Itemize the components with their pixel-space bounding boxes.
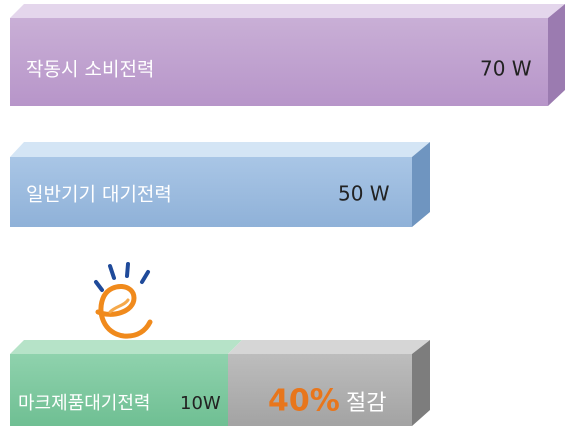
bar-label: 마크제품대기전력 — [18, 393, 150, 414]
bar-label: 일반기기 대기전력 — [26, 184, 172, 206]
bar-value: 50 W — [338, 182, 390, 206]
saving-percent: 40% — [268, 384, 340, 419]
eco-mark-icon — [94, 262, 153, 339]
bar-label: 작동시 소비전력 — [26, 59, 154, 81]
bar-value: 70 W — [480, 57, 532, 81]
bar-standby-normal: 일반기기 대기전력 50 W — [10, 142, 430, 227]
bar-standby-mark: 마크제품대기전력 10W 40% 절감 — [10, 340, 430, 426]
bar-power-on: 작동시 소비전력 70 W — [10, 4, 565, 106]
bar-value: 10W — [180, 393, 221, 414]
saving-text: 절감 — [346, 391, 386, 416]
